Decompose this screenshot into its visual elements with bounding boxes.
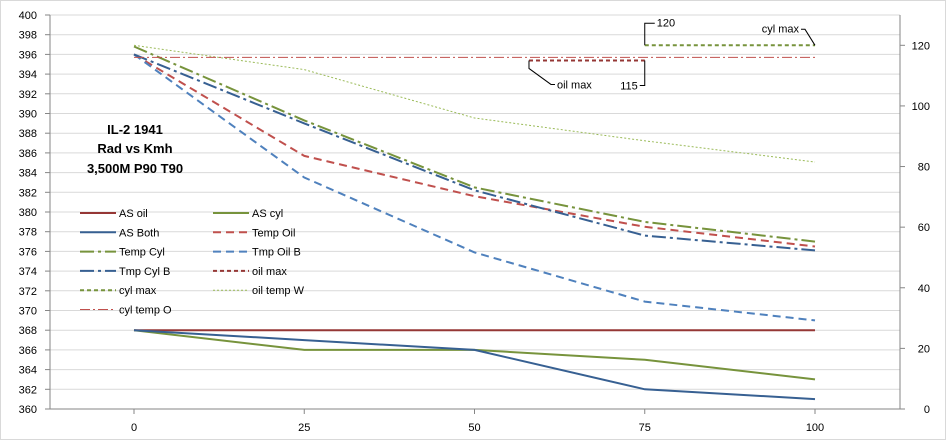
y-left-tick-label: 362 xyxy=(19,384,37,396)
y-left-tick-label: 384 xyxy=(19,168,37,180)
legend-label-as-oil: AS oil xyxy=(119,208,148,220)
title-line-3: 3,500M P90 T90 xyxy=(87,161,183,176)
grid-layer xyxy=(50,14,900,410)
annotation-label: 120 xyxy=(657,17,675,29)
y-left-tick-label: 394 xyxy=(19,69,37,81)
callout-leader xyxy=(639,60,646,86)
callout-leader xyxy=(528,60,555,85)
series-line-temp-oil xyxy=(133,53,816,248)
y-left-tick-label: 388 xyxy=(19,128,37,140)
y-right-tick-label: 60 xyxy=(918,222,930,234)
legend-label-tmp-oil-b: Tmp Oil B xyxy=(252,247,301,259)
y-left-tick-label: 360 xyxy=(19,404,37,416)
x-tick-label: 100 xyxy=(806,422,824,434)
callout-leader xyxy=(801,28,816,46)
series-line-tmp-oil-b xyxy=(133,53,816,322)
y-left-tick-label: 372 xyxy=(19,286,37,298)
annotation-label: cyl max xyxy=(762,23,800,35)
y-right-tick-label: 80 xyxy=(918,162,930,174)
x-tick-label: 0 xyxy=(131,422,137,434)
y-left-tick-label: 386 xyxy=(19,148,37,160)
callout-leader xyxy=(644,22,655,46)
y-left-tick-label: 390 xyxy=(19,109,37,121)
legend-label-as-cyl: AS cyl xyxy=(252,208,283,220)
series-line-as-both xyxy=(133,329,816,401)
axis-layer: 360 362 364 366 368 370 372 374 376 378 380 382 384 3… xyxy=(19,10,930,434)
y-left-tick-label: 398 xyxy=(19,30,37,42)
series-line-oil-temp-w xyxy=(133,44,816,163)
x-tick-label: 50 xyxy=(468,422,480,434)
series-layer xyxy=(133,44,816,401)
x-tick-label: 75 xyxy=(639,422,651,434)
legend-label-temp-oil: Temp Oil xyxy=(252,227,295,239)
legend: AS oil AS cyl AS Both Temp Oil Temp Cyl Tmp O… xyxy=(80,208,305,317)
legend-label-temp-cyl: Temp Cyl xyxy=(119,247,165,259)
annotation-label: 115 xyxy=(620,80,638,92)
legend-label-oil-temp-w: oil temp W xyxy=(252,285,305,297)
chart-title: IL-2 1941 Rad vs Kmh 3,500M P90 T90 xyxy=(87,122,183,176)
annotation-label: oil max xyxy=(557,79,592,91)
series-line-as-cyl xyxy=(133,329,816,381)
y-right-tick-label: 20 xyxy=(918,343,930,355)
y-right-tick-label: 100 xyxy=(912,101,930,113)
legend-label-cyl-temp-o: cyl temp O xyxy=(119,305,172,317)
y-right-tick-label: 120 xyxy=(912,40,930,52)
title-line-1: IL-2 1941 xyxy=(107,122,163,137)
y-left-tick-label: 366 xyxy=(19,345,37,357)
series-line-temp-cyl xyxy=(133,45,816,243)
title-line-2: Rad vs Kmh xyxy=(97,141,172,156)
y-left-tick-label: 380 xyxy=(19,207,37,219)
y-left-tick-label: 364 xyxy=(19,365,37,377)
y-left-tick-label: 368 xyxy=(19,325,37,337)
y-left-tick-label: 392 xyxy=(19,89,37,101)
y-left-tick-label: 378 xyxy=(19,227,37,239)
legend-label-cyl-max: cyl max xyxy=(119,285,157,297)
legend-label-oil-max: oil max xyxy=(252,266,287,278)
legend-label-as-both: AS Both xyxy=(119,227,159,239)
x-tick-label: 25 xyxy=(298,422,310,434)
y-left-tick-label: 400 xyxy=(19,10,37,22)
annotation-layer: 120 cyl max oil max 115 xyxy=(528,17,816,92)
legend-label-tmp-cyl-b: Tmp Cyl B xyxy=(119,266,170,278)
y-left-tick-label: 374 xyxy=(19,266,37,278)
y-left-tick-label: 370 xyxy=(19,306,37,318)
y-right-tick-label: 40 xyxy=(918,283,930,295)
y-left-tick-label: 396 xyxy=(19,49,37,61)
y-right-tick-label: 0 xyxy=(924,404,930,416)
y-left-tick-label: 382 xyxy=(19,187,37,199)
y-left-tick-label: 376 xyxy=(19,246,37,258)
